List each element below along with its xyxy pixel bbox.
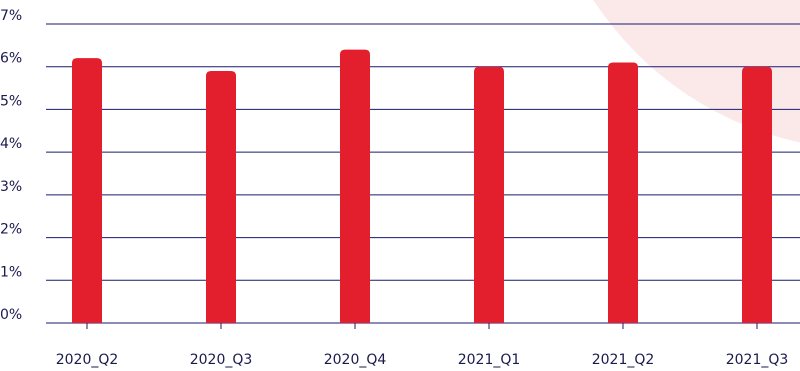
y-tick-label: 2% xyxy=(0,222,22,238)
bar-2021_Q3 xyxy=(742,66,772,323)
x-tick-label: 2020_Q3 xyxy=(190,352,253,368)
x-tick-label: 2021_Q2 xyxy=(592,352,655,368)
x-axis-ticks: 2020_Q2 2020_Q3 2020_Q4 2021_Q1 2021_Q2 2021_… xyxy=(56,323,789,368)
bar-2020_Q2 xyxy=(72,58,102,324)
gridlines xyxy=(46,23,800,324)
y-tick-label: 4% xyxy=(0,136,22,152)
y-tick-label: 7% xyxy=(0,8,22,24)
y-tick-label: 6% xyxy=(0,51,22,67)
bar-2021_Q2 xyxy=(608,62,638,323)
x-tick-label: 2020_Q4 xyxy=(324,352,387,368)
bars xyxy=(72,49,772,324)
y-tick-label: 1% xyxy=(0,264,22,280)
y-tick-label: 5% xyxy=(0,93,22,109)
x-tick-label: 2021_Q1 xyxy=(458,352,521,368)
bar-2020_Q4 xyxy=(340,49,370,323)
bar-2021_Q1 xyxy=(474,66,504,323)
x-tick-label: 2020_Q2 xyxy=(56,352,119,368)
y-axis-ticks: 0% 1% 2% 3% 4% 5% 6% 7% xyxy=(0,8,22,323)
bar-2020_Q3 xyxy=(206,70,236,323)
y-tick-label: 3% xyxy=(0,179,22,195)
x-tick-label: 2021_Q3 xyxy=(726,352,789,368)
y-tick-label: 0% xyxy=(0,307,22,323)
